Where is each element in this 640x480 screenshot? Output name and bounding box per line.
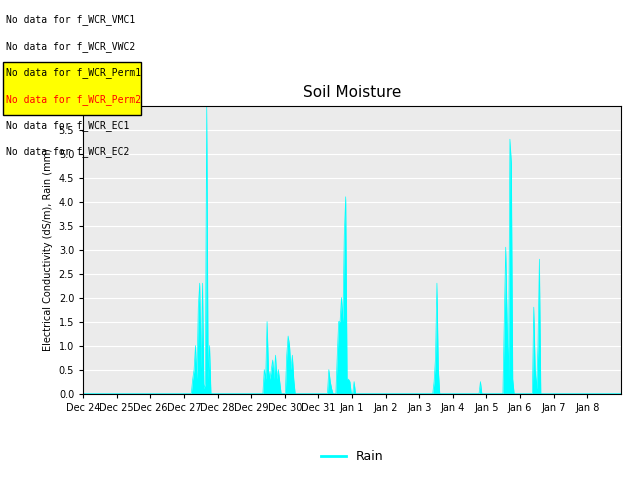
Text: No data for f_WCR_VWC2: No data for f_WCR_VWC2	[6, 41, 136, 52]
Title: Soil Moisture: Soil Moisture	[303, 85, 401, 100]
Text: No data for f_WCR_Perm2: No data for f_WCR_Perm2	[6, 94, 141, 105]
Legend: Rain: Rain	[316, 445, 388, 468]
Text: No data for f_WCR_Perm1: No data for f_WCR_Perm1	[6, 67, 141, 78]
Text: No data for f_WCR_EC1: No data for f_WCR_EC1	[6, 120, 130, 131]
Text: No data for f_WCR_VMC1: No data for f_WCR_VMC1	[6, 14, 136, 25]
Text: No data for f_WCR_Perm2: No data for f_WCR_Perm2	[6, 94, 141, 105]
Text: No data for f_WCR_EC2: No data for f_WCR_EC2	[6, 146, 130, 157]
Y-axis label: Electrical Conductivity (dS/m), Rain (mm): Electrical Conductivity (dS/m), Rain (mm…	[43, 148, 53, 351]
Text: No data for f_WCR_Perm1: No data for f_WCR_Perm1	[6, 67, 141, 78]
